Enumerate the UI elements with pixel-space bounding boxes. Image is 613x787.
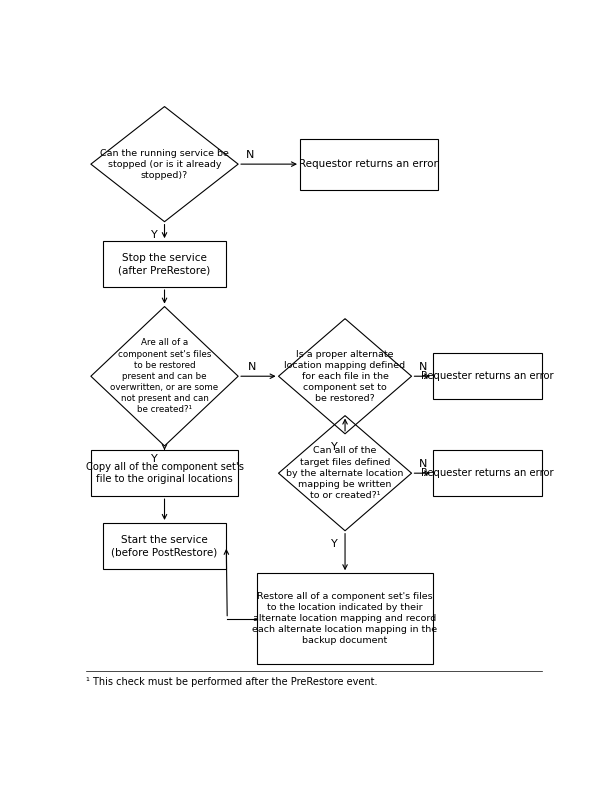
Text: Y: Y [331, 539, 338, 549]
Text: N: N [419, 362, 428, 372]
Bar [300, 139, 438, 190]
Text: Y: Y [331, 442, 338, 452]
Text: Y: Y [151, 230, 158, 240]
Text: Y: Y [151, 454, 158, 464]
Text: Requester returns an error: Requester returns an error [421, 371, 554, 381]
Bar [257, 573, 433, 664]
Bar [91, 450, 238, 497]
Text: N: N [419, 459, 428, 469]
Text: Can the running service be
stopped (or is it already
stopped)?: Can the running service be stopped (or i… [100, 149, 229, 179]
Text: Restore all of a component set's files
to the location indicated by their
altern: Restore all of a component set's files t… [253, 592, 438, 645]
Text: Copy all of the component set's
file to the original locations: Copy all of the component set's file to … [86, 462, 243, 484]
Text: Requester returns an error: Requester returns an error [421, 468, 554, 478]
Bar [433, 450, 543, 497]
Text: Can all of the
target files defined
by the alternate location
mapping be written: Can all of the target files defined by t… [286, 446, 404, 500]
Text: Are all of a
component set's files
to be restored
present and can be
overwritten: Are all of a component set's files to be… [110, 338, 219, 414]
Bar [433, 353, 543, 399]
Text: Requestor returns an error: Requestor returns an error [299, 159, 438, 169]
Bar [103, 241, 226, 287]
Text: ¹ This check must be performed after the PreRestore event.: ¹ This check must be performed after the… [86, 678, 378, 687]
Text: Stop the service
(after PreRestore): Stop the service (after PreRestore) [118, 253, 211, 275]
Bar [103, 523, 226, 569]
Text: N: N [246, 150, 254, 160]
Text: Start the service
(before PostRestore): Start the service (before PostRestore) [112, 534, 218, 557]
Text: N: N [248, 362, 257, 372]
Text: Is a proper alternate
location mapping defined
for each file in the
component se: Is a proper alternate location mapping d… [284, 349, 406, 403]
